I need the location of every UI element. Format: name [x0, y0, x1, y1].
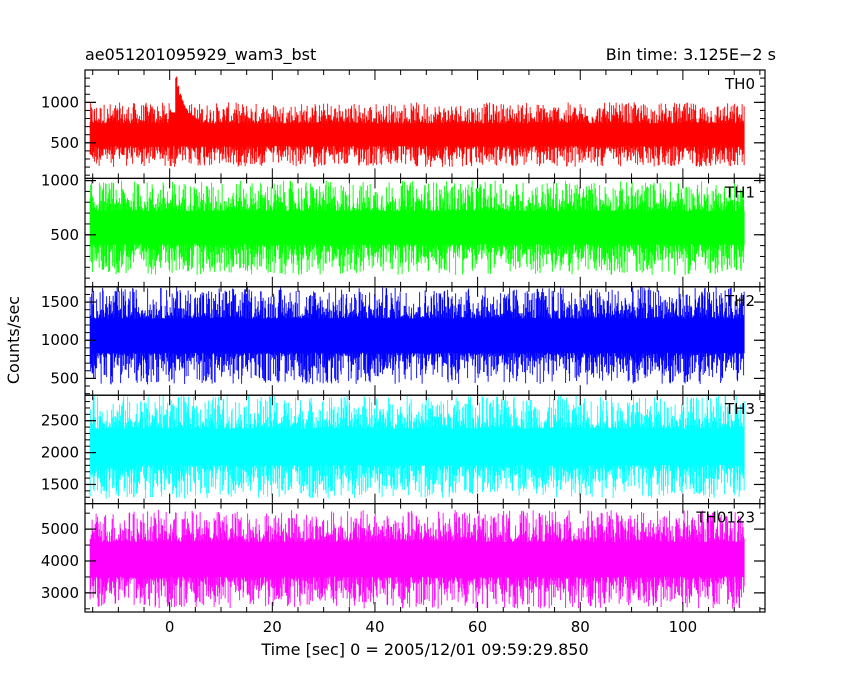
series-label-th0123: TH0123	[695, 509, 755, 527]
y-tick-label: 4000	[41, 552, 79, 570]
series-th0123-trace	[89, 510, 745, 609]
series-th0-trace	[89, 102, 745, 168]
y-tick-label: 1500	[41, 293, 79, 311]
series-label-th3: TH3	[724, 400, 755, 418]
series-label-th2: TH2	[724, 292, 755, 310]
y-tick-label: 5000	[41, 520, 79, 538]
series-th0-burst	[169, 76, 197, 145]
y-tick-label: 1000	[41, 331, 79, 349]
x-tick-label: 0	[165, 618, 175, 636]
panel-th0123: 3000 4000 5000 TH0123	[41, 503, 766, 613]
y-tick-label: 2500	[41, 412, 79, 430]
x-tick-label: 80	[571, 618, 590, 636]
x-tick-label: 100	[669, 618, 698, 636]
y-tick-label: 3000	[41, 584, 79, 602]
x-tick-label: 60	[468, 618, 487, 636]
series-label-th1: TH1	[724, 183, 755, 201]
y-axis-label: Counts/sec	[4, 296, 23, 384]
x-tick-label: 20	[263, 618, 282, 636]
y-tick-label: 2000	[41, 444, 79, 462]
figure-title-left: ae051201095929_wam3_bst	[85, 45, 316, 65]
y-tick-label: 500	[50, 226, 79, 244]
y-tick-label: 1000	[41, 93, 79, 111]
x-tick-label: 40	[365, 618, 384, 636]
y-tick-label: 500	[50, 134, 79, 152]
series-label-th0: TH0	[724, 75, 755, 93]
panel-th0: 500 1000 TH0	[41, 69, 766, 180]
panel-th3: 1500 2000 2500 TH3	[41, 394, 766, 505]
panel-th2: 500 1000 1500 TH2	[41, 286, 766, 396]
panel-th1: 500 1000 TH1	[41, 172, 766, 288]
panel-th0123-frame	[84, 503, 766, 613]
x-axis-label: Time [sec] 0 = 2005/12/01 09:59:29.850	[260, 640, 588, 659]
y-tick-label: 1000	[41, 172, 79, 190]
y-tick-label: 1500	[41, 475, 79, 493]
y-tick-label: 500	[50, 369, 79, 387]
figure-title-right: Bin time: 3.125E−2 s	[606, 45, 776, 64]
series-th2-trace	[89, 286, 745, 385]
series-th1-trace	[89, 180, 745, 275]
series-th3-trace	[89, 395, 745, 499]
